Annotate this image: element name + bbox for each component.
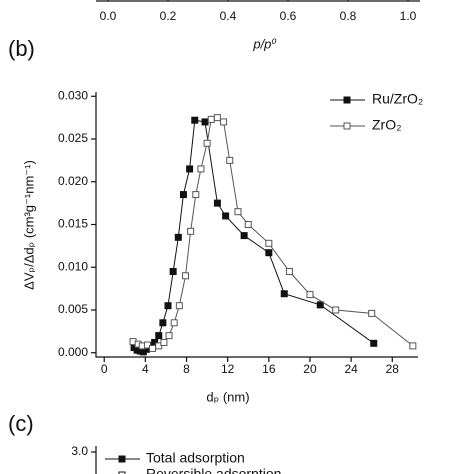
y-axis-label: ΔVₚ/Δdₚ (cm³g⁻¹nm⁻¹) [21,160,36,290]
x-tick-label: 0.0 [100,9,117,23]
y-tick-label: 0.025 [58,131,88,145]
x-tick-label: 24 [344,362,358,376]
marker [213,199,221,207]
legend-marker [343,96,351,104]
x-tick-label: 28 [386,362,400,376]
y-tick-label: 0.005 [58,302,88,316]
panel-label: (c) [8,411,34,436]
marker [370,339,378,347]
marker [240,232,248,240]
legend-label: Ru/ZrO₂ [372,91,423,107]
marker [159,319,167,327]
marker [280,290,288,298]
x-tick-label: 0.2 [160,9,177,23]
marker [186,165,194,173]
legend-marker [118,455,126,463]
legend-marker [343,122,351,130]
legend-label: ZrO₂ [372,117,402,133]
marker [265,239,273,247]
x-tick-label: 20 [303,362,317,376]
legend-label: Total adsorption [146,450,245,466]
x-tick-label: 8 [183,362,190,376]
marker [179,191,187,199]
marker [149,344,157,352]
marker [174,233,182,241]
marker [368,309,376,317]
marker [191,116,199,124]
marker [203,139,211,147]
x-tick-label: 4 [142,362,149,376]
panel-label: (b) [8,36,35,61]
x-tick-label: 0 [101,362,108,376]
marker [285,268,293,276]
marker [207,115,215,123]
y-tick-label: 0.015 [58,217,88,231]
marker [265,249,273,257]
marker [316,301,324,309]
y-tick-label: 0.020 [58,174,88,188]
marker [187,227,195,235]
marker [164,302,172,310]
x-tick-label: 16 [262,362,276,376]
x-tick-label: 0.8 [340,9,357,23]
marker [213,114,221,122]
legend-marker [118,471,126,474]
x-tick-label: 0.4 [220,9,237,23]
marker [197,165,205,173]
top-x-label: p/p⁰ [252,36,277,51]
marker [306,291,314,299]
marker [226,156,234,164]
marker [169,268,177,276]
x-tick-label: 12 [221,362,235,376]
y-tick-label: 0.030 [58,88,88,102]
marker [332,306,340,314]
y-tick-label: 3.0 [71,444,88,458]
marker [192,191,200,199]
marker [175,302,183,310]
axes [95,92,418,358]
x-tick-label: 1.0 [400,9,417,23]
marker [409,342,417,350]
marker [165,332,173,340]
marker [220,118,228,126]
marker [234,208,242,216]
legend-label: Reversible adsorption [146,466,281,474]
series-line [133,119,375,353]
x-tick-label: 0.6 [280,9,297,23]
y-tick-label: 0.000 [58,345,88,359]
marker [182,272,190,280]
y-tick-label: 0.010 [58,259,88,273]
x-axis-label: dₚ (nm) [206,389,249,404]
marker [244,221,252,228]
marker [222,212,230,220]
marker [201,118,209,126]
marker [160,338,168,346]
marker [155,332,163,340]
marker [170,319,178,327]
